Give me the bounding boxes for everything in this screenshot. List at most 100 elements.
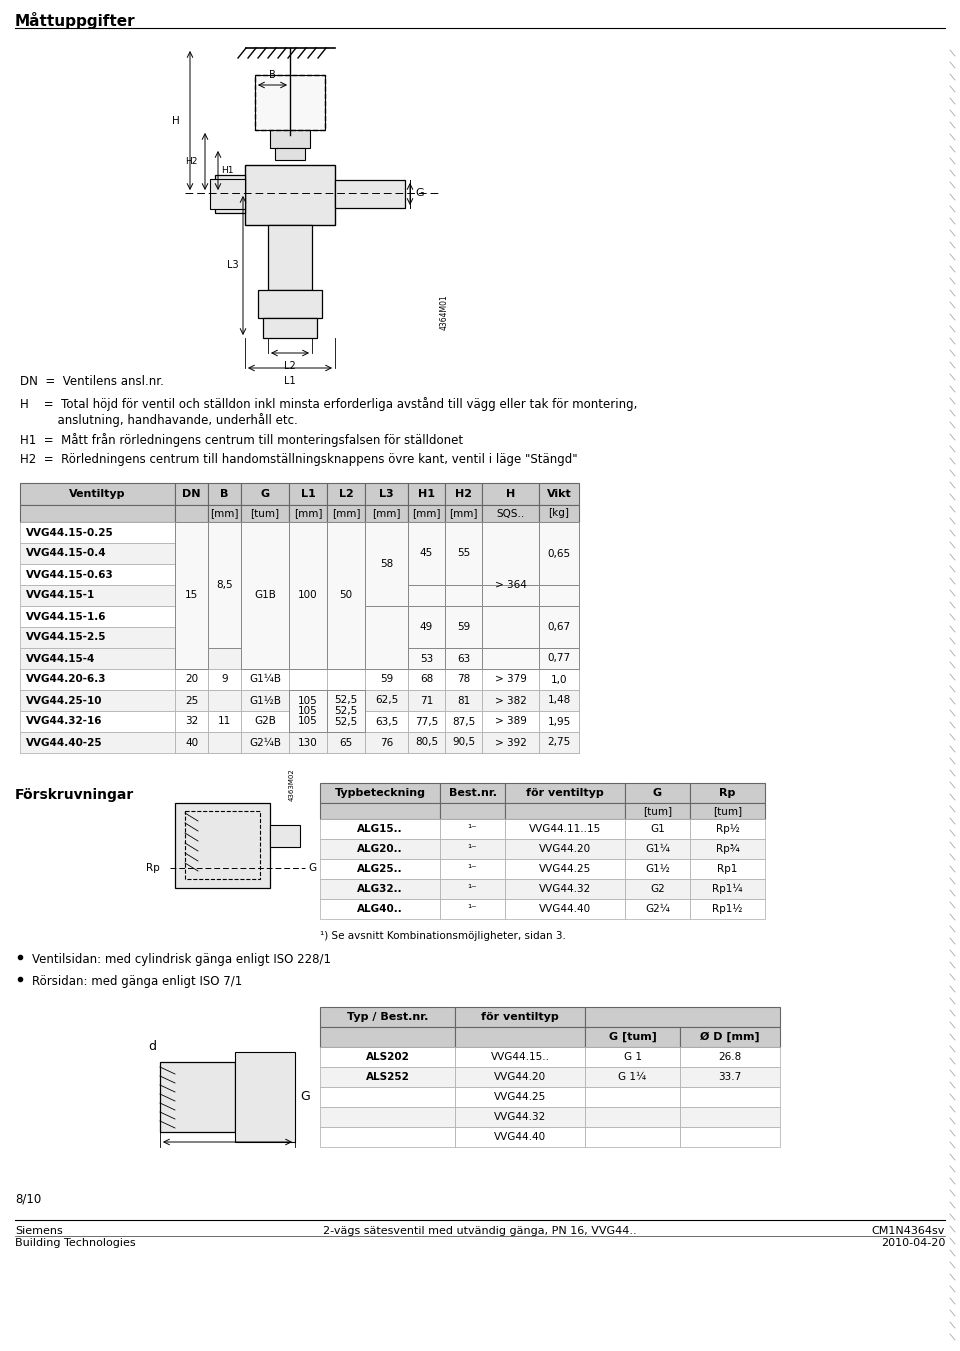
Bar xyxy=(365,711,408,732)
Bar xyxy=(175,690,208,711)
Bar xyxy=(268,226,312,290)
Text: 0,77: 0,77 xyxy=(547,654,570,663)
Text: L2: L2 xyxy=(339,489,353,499)
Text: 8/10: 8/10 xyxy=(15,1192,41,1205)
Text: B: B xyxy=(269,70,276,80)
Bar xyxy=(408,732,445,753)
Bar xyxy=(289,669,327,690)
Bar xyxy=(482,711,539,732)
Bar xyxy=(175,585,208,607)
Bar xyxy=(365,732,408,753)
Bar xyxy=(20,563,175,585)
Text: VVG44.15-4: VVG44.15-4 xyxy=(26,654,95,663)
Bar xyxy=(160,1062,235,1132)
Bar xyxy=(445,521,482,543)
Text: ALG15..: ALG15.. xyxy=(357,824,403,834)
Text: G1½B: G1½B xyxy=(249,696,281,705)
Bar xyxy=(20,732,175,753)
Bar xyxy=(680,1067,780,1088)
Text: Rörsidan: med gänga enligt ISO 7/1: Rörsidan: med gänga enligt ISO 7/1 xyxy=(32,975,242,988)
Text: G [tum]: G [tum] xyxy=(609,1032,657,1042)
Bar xyxy=(365,484,408,505)
Bar xyxy=(539,711,579,732)
Text: VVG44.15-2.5: VVG44.15-2.5 xyxy=(26,632,107,643)
Bar xyxy=(241,521,289,669)
Bar xyxy=(455,1067,585,1088)
Bar xyxy=(440,802,505,819)
Text: H    =  Total höjd för ventil och ställdon inkl minsta erforderliga avstånd till: H = Total höjd för ventil och ställdon i… xyxy=(20,397,637,411)
Bar xyxy=(327,607,365,627)
Bar xyxy=(482,543,539,563)
Bar xyxy=(585,1067,680,1088)
Text: 0,67: 0,67 xyxy=(547,621,570,632)
Bar xyxy=(408,648,445,669)
Text: VVG44.25: VVG44.25 xyxy=(493,1092,546,1102)
Bar xyxy=(289,505,327,521)
Bar xyxy=(680,1127,780,1147)
Bar xyxy=(408,690,445,711)
Text: G2B: G2B xyxy=(254,716,276,727)
Bar xyxy=(241,505,289,521)
Bar xyxy=(320,1047,455,1067)
Bar xyxy=(175,802,270,888)
Text: [kg]: [kg] xyxy=(548,508,569,519)
Text: [tum]: [tum] xyxy=(643,807,672,816)
Text: [mm]: [mm] xyxy=(449,508,478,519)
Text: VVG44.15-0.63: VVG44.15-0.63 xyxy=(26,570,113,580)
Bar xyxy=(320,898,440,919)
Bar xyxy=(482,669,539,690)
Bar xyxy=(445,563,482,585)
Bar xyxy=(680,1027,780,1047)
Bar xyxy=(539,627,579,648)
Bar xyxy=(365,669,408,690)
Bar xyxy=(289,543,327,563)
Bar xyxy=(585,1127,680,1147)
Text: 4364M01: 4364M01 xyxy=(440,295,449,330)
Bar xyxy=(365,669,408,690)
Bar xyxy=(175,669,208,690)
Bar xyxy=(505,784,625,802)
Bar xyxy=(208,505,241,521)
Text: H1  =  Mått från rörledningens centrum till monteringsfalsen för ställdonet: H1 = Mått från rörledningens centrum til… xyxy=(20,434,463,447)
Bar xyxy=(365,732,408,753)
Bar xyxy=(365,690,408,711)
Bar xyxy=(289,521,327,669)
Bar xyxy=(365,521,408,607)
Text: VVG44.32: VVG44.32 xyxy=(539,884,591,894)
Text: 1,0: 1,0 xyxy=(551,674,567,685)
Text: 33.7: 33.7 xyxy=(718,1071,742,1082)
Bar xyxy=(175,607,208,627)
Bar xyxy=(175,521,208,543)
Bar xyxy=(539,648,579,669)
Bar xyxy=(320,1027,455,1047)
Text: 1,48: 1,48 xyxy=(547,696,570,705)
Bar xyxy=(208,669,241,690)
Text: 2,75: 2,75 xyxy=(547,738,570,747)
Text: ¹⁻: ¹⁻ xyxy=(468,904,477,915)
Text: 1,95: 1,95 xyxy=(547,716,570,727)
Text: ¹⁻: ¹⁻ xyxy=(468,824,477,834)
Bar xyxy=(241,563,289,585)
Text: G1: G1 xyxy=(650,824,665,834)
Text: ¹⁻: ¹⁻ xyxy=(468,865,477,874)
Bar xyxy=(270,130,310,149)
Text: SQS..: SQS.. xyxy=(496,508,524,519)
Bar xyxy=(175,711,208,732)
Bar xyxy=(482,627,539,648)
Bar xyxy=(482,711,539,732)
Text: anslutning, handhavande, underhåll etc.: anslutning, handhavande, underhåll etc. xyxy=(20,413,298,427)
Bar xyxy=(327,585,365,607)
Bar xyxy=(585,1088,680,1106)
Text: VVG44.15-0.25: VVG44.15-0.25 xyxy=(26,527,113,538)
Text: G: G xyxy=(300,1090,310,1104)
Text: H2  =  Rörledningens centrum till handomställningsknappens övre kant, ventil i l: H2 = Rörledningens centrum till handomst… xyxy=(20,453,578,466)
Bar xyxy=(482,669,539,690)
Bar xyxy=(482,732,539,753)
Text: 32: 32 xyxy=(185,716,198,727)
Bar xyxy=(445,521,482,585)
Bar xyxy=(20,585,175,607)
Text: Rp½: Rp½ xyxy=(715,824,739,834)
Bar xyxy=(327,543,365,563)
Bar xyxy=(241,484,289,505)
Text: VVG44.40-25: VVG44.40-25 xyxy=(26,738,103,747)
